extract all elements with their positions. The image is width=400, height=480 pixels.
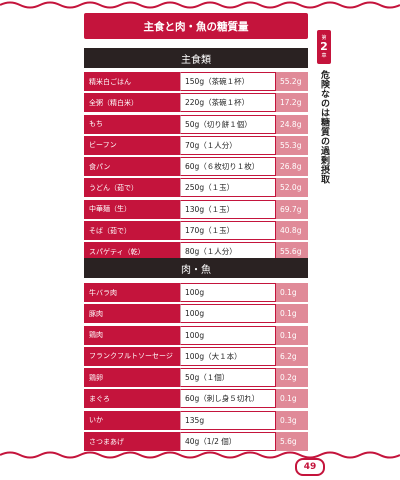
top-wave-border <box>0 1 400 9</box>
sugar-value: 17.2g <box>276 93 308 113</box>
sugar-value: 26.8g <box>276 157 308 177</box>
sugar-value: 5.6g <box>276 432 308 452</box>
food-amount: 70g（１人分） <box>180 135 276 155</box>
table-row: 全粥（精白米） 220g（茶碗１杯） 17.2g <box>84 93 308 113</box>
sugar-value: 24.8g <box>276 114 308 134</box>
food-amount: 220g（茶碗１杯） <box>180 93 276 113</box>
chapter-number: 2 <box>320 40 328 53</box>
food-name: まぐろ <box>84 389 180 409</box>
food-amount: 130g（１玉） <box>180 199 276 219</box>
food-amount: 60g（６枚切り１枚） <box>180 157 276 177</box>
sugar-value: 0.2g <box>276 368 308 388</box>
meat-fish-table: 牛バラ肉 100g 0.1g 豚肉 100g 0.1g 鶏肉 100g 0.1g… <box>84 283 308 453</box>
table-row: そば（茹で） 170g（１玉） 40.8g <box>84 221 308 241</box>
table-row: 中華麺（生） 130g（１玉） 69.7g <box>84 199 308 219</box>
table-row: 豚肉 100g 0.1g <box>84 304 308 324</box>
food-amount: 100g <box>180 304 276 324</box>
table-row: 鶏卵 50g（１個） 0.2g <box>84 368 308 388</box>
staples-table: 精米白ごはん 150g（茶碗１杯） 55.2g 全粥（精白米） 220g（茶碗１… <box>84 72 308 264</box>
page-number: 49 <box>295 458 325 476</box>
food-name: 全粥（精白米） <box>84 93 180 113</box>
table-row: 食パン 60g（６枚切り１枚） 26.8g <box>84 157 308 177</box>
bottom-wave-border <box>0 451 400 459</box>
page-title: 主食と肉・魚の糖質量 <box>84 13 308 39</box>
chapter-tab: 第 2 章 <box>317 30 331 64</box>
food-amount: 170g（１玉） <box>180 221 276 241</box>
sugar-value: 0.1g <box>276 283 308 302</box>
food-amount: 100g <box>180 325 276 345</box>
food-name: うどん（茹で） <box>84 178 180 198</box>
table-row: 精米白ごはん 150g（茶碗１杯） 55.2g <box>84 72 308 91</box>
sugar-value: 0.1g <box>276 325 308 345</box>
food-name: スパゲティ（乾） <box>84 242 180 262</box>
food-name: フランクフルトソーセージ <box>84 346 180 366</box>
food-name: いか <box>84 410 180 430</box>
food-name: ビーフン <box>84 135 180 155</box>
sugar-value: 55.2g <box>276 72 308 91</box>
table-row: まぐろ 60g（刺し身５切れ） 0.1g <box>84 389 308 409</box>
food-name: 精米白ごはん <box>84 72 180 91</box>
table-row: 牛バラ肉 100g 0.1g <box>84 283 308 302</box>
sugar-value: 40.8g <box>276 221 308 241</box>
chapter-prefix: 第 <box>321 35 327 41</box>
sugar-value: 0.1g <box>276 389 308 409</box>
chapter-title: 危険なのは糖質の過剰摂取 <box>319 70 329 184</box>
food-name: もち <box>84 114 180 134</box>
table-row: もち 50g（切り餅１個） 24.8g <box>84 114 308 134</box>
food-amount: 50g（切り餅１個） <box>180 114 276 134</box>
table-row: いか 135g 0.3g <box>84 410 308 430</box>
table-row: うどん（茹で） 250g（１玉） 52.0g <box>84 178 308 198</box>
food-name: 鶏卵 <box>84 368 180 388</box>
food-amount: 135g <box>180 410 276 430</box>
table-row: スパゲティ（乾） 80g（１人分） 55.6g <box>84 242 308 262</box>
food-amount: 60g（刺し身５切れ） <box>180 389 276 409</box>
section-header-staples: 主食類 <box>84 48 308 68</box>
sugar-value: 0.1g <box>276 304 308 324</box>
section-header-meat-fish: 肉・魚 <box>84 258 308 278</box>
sugar-value: 55.3g <box>276 135 308 155</box>
table-row: ビーフン 70g（１人分） 55.3g <box>84 135 308 155</box>
food-name: 鶏肉 <box>84 325 180 345</box>
food-name: さつまあげ <box>84 432 180 452</box>
food-name: 牛バラ肉 <box>84 283 180 302</box>
food-name: そば（茹で） <box>84 221 180 241</box>
sugar-value: 52.0g <box>276 178 308 198</box>
table-row: 鶏肉 100g 0.1g <box>84 325 308 345</box>
food-amount: 150g（茶碗１杯） <box>180 72 276 91</box>
sugar-value: 6.2g <box>276 346 308 366</box>
sugar-value: 69.7g <box>276 199 308 219</box>
food-amount: 100g（大１本） <box>180 346 276 366</box>
table-row: さつまあげ 40g（1/2 個） 5.6g <box>84 432 308 452</box>
food-amount: 250g（１玉） <box>180 178 276 198</box>
table-row: フランクフルトソーセージ 100g（大１本） 6.2g <box>84 346 308 366</box>
food-name: 豚肉 <box>84 304 180 324</box>
food-amount: 50g（１個） <box>180 368 276 388</box>
sugar-value: 0.3g <box>276 410 308 430</box>
food-amount: 40g（1/2 個） <box>180 432 276 452</box>
food-amount: 100g <box>180 283 276 302</box>
food-name: 食パン <box>84 157 180 177</box>
food-name: 中華麺（生） <box>84 199 180 219</box>
chapter-suffix: 章 <box>321 53 327 59</box>
